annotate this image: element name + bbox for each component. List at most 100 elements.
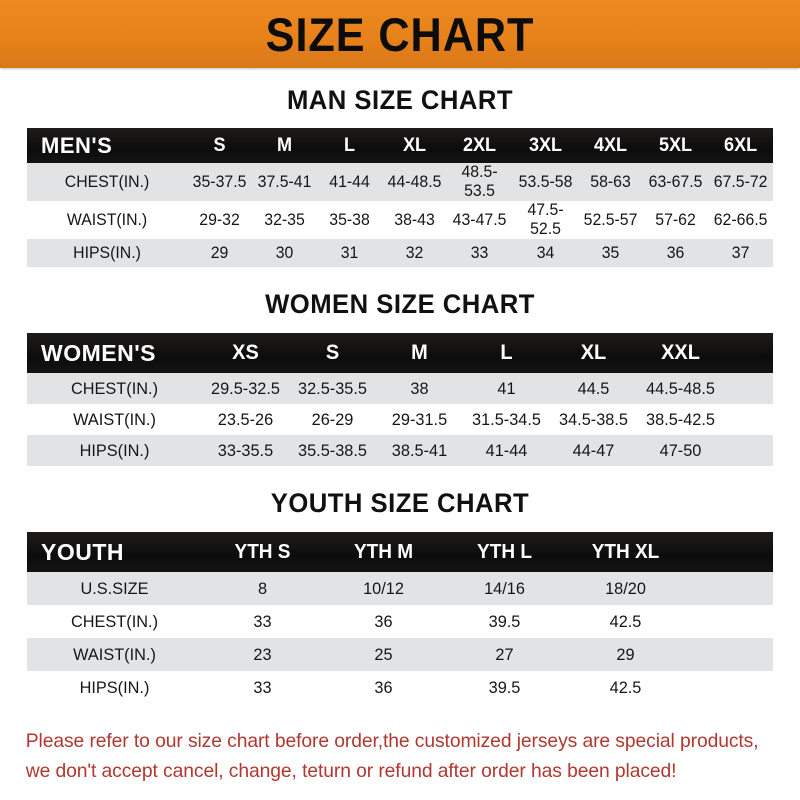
table-man-cell-2-8: 37 [731, 243, 750, 262]
table-women-cell-2-2: 38.5-41 [391, 440, 448, 460]
section-man: MAN SIZE CHART MEN'S S M L XL 2XL 3XL 4X… [0, 85, 800, 267]
table-man-cell-1-5: 47.5-52.5 [526, 201, 564, 238]
table-youth-header-row: YOUTH YTH S YTH M YTH L YTH XL [27, 532, 773, 572]
section-title-youth: YOUTH SIZE CHART [270, 488, 530, 518]
table-women-cell-0-4: 44.5 [577, 378, 610, 398]
table-youth-row-2-label: WAIST(IN.) [73, 644, 156, 664]
table-man-col-8: 6XL [723, 134, 757, 156]
table-women-cell-2-5: 47-50 [659, 440, 702, 460]
table-youth-cell-2-0: 23 [253, 644, 272, 664]
table-youth-cell-0-1: 10/12 [363, 578, 404, 598]
table-man-row-1-label: WAIST(IN.) [66, 210, 148, 229]
table-women-cell-2-0: 33-35.5 [217, 440, 274, 460]
table-row: CHEST(IN.) 33 36 39.5 42.5 [27, 605, 773, 638]
table-youth-cell-1-spacer [688, 605, 772, 638]
table-man-col-3: XL [403, 134, 427, 156]
table-man-col-0: S [213, 134, 226, 156]
table-women-cell-0-spacer [725, 373, 772, 404]
table-youth-col-1: YTH M [353, 540, 414, 563]
table-man-cell-1-8: 62-66.5 [713, 210, 768, 229]
table-youth-cell-0-2: 14/16 [484, 578, 525, 598]
table-man-cell-0-1: 37.5-41 [257, 172, 312, 191]
table-women-col-5: XXL [661, 341, 700, 364]
table-man-cell-1-0: 29-32 [199, 210, 240, 229]
table-man-row-0-label: CHEST(IN.) [64, 172, 150, 191]
table-row: WAIST(IN.) 29-32 32-35 35-38 38-43 43-47… [27, 201, 773, 239]
table-row: HIPS(IN.) 29 30 31 32 33 34 35 36 37 [27, 239, 773, 267]
table-row: WAIST(IN.) 23 25 27 29 [27, 638, 773, 671]
table-man-cell-2-2: 31 [340, 243, 359, 262]
section-title-man: MAN SIZE CHART [286, 85, 514, 115]
table-man-col-6: 4XL [593, 134, 627, 156]
table-youth-cell-2-1: 25 [374, 644, 393, 664]
page-banner: SIZE CHART [0, 0, 800, 68]
section-youth: YOUTH SIZE CHART YOUTH YTH S YTH M YTH L… [0, 488, 800, 704]
section-women: WOMEN SIZE CHART WOMEN'S XS S M L XL XXL [0, 289, 800, 466]
table-women-row-1-label: WAIST(IN.) [73, 409, 156, 429]
table-women-cell-2-spacer [725, 435, 772, 466]
table-man-col-1: M [277, 134, 293, 156]
table-youth-cell-2-2: 27 [495, 644, 514, 664]
table-women-cell-1-spacer [725, 404, 772, 435]
table-man-cell-2-1: 30 [275, 243, 294, 262]
table-women-cell-1-1: 26-29 [311, 409, 354, 429]
table-women-col-spacer [724, 333, 773, 373]
table-youth-cell-3-spacer [688, 671, 772, 704]
table-women-row-0-label: CHEST(IN.) [70, 378, 159, 398]
table-youth-cell-3-0: 33 [253, 677, 272, 697]
table-man-cell-2-6: 35 [601, 243, 619, 262]
table-man-col-4: 2XL [463, 134, 497, 156]
table-women-cell-2-1: 35.5-38.5 [298, 440, 367, 460]
table-women-header-row: WOMEN'S XS S M L XL XXL [27, 333, 773, 373]
table-man-cell-2-4: 33 [471, 243, 489, 262]
table-women: WOMEN'S XS S M L XL XXL CHEST(IN.) 29.5-… [27, 333, 773, 466]
table-women-cell-0-3: 41 [497, 378, 516, 398]
table-women-cell-1-0: 23.5-26 [217, 409, 274, 429]
table-youth-corner-label: YOUTH [41, 538, 124, 565]
table-man-cell-0-6: 58-63 [589, 172, 631, 191]
table-youth-col-spacer [686, 532, 773, 572]
table-man-cell-0-2: 41-44 [329, 172, 371, 191]
table-women-row-2-label: HIPS(IN.) [79, 440, 150, 460]
table-women-cell-0-0: 29.5-32.5 [211, 378, 280, 398]
table-women-cell-1-5: 38.5-42.5 [646, 409, 715, 429]
table-women-body: WOMEN'S XS S M L XL XXL CHEST(IN.) 29.5-… [27, 333, 773, 466]
table-man-cell-0-7: 63-67.5 [648, 172, 703, 191]
table-youth-cell-0-0: 8 [257, 578, 268, 598]
table-youth-cell-3-2: 39.5 [488, 677, 521, 697]
table-youth: YOUTH YTH S YTH M YTH L YTH XL U.S.SIZE … [27, 532, 773, 704]
table-man-cell-0-3: 44-48.5 [387, 172, 442, 191]
table-women-cell-0-2: 38 [410, 378, 429, 398]
table-row: U.S.SIZE 8 10/12 14/16 18/20 [27, 572, 773, 605]
table-youth-cell-0-3: 18/20 [605, 578, 646, 598]
table-row: CHEST(IN.) 35-37.5 37.5-41 41-44 44-48.5… [27, 163, 773, 201]
table-youth-cell-2-spacer [688, 638, 772, 671]
table-women-cell-1-4: 34.5-38.5 [559, 409, 628, 429]
table-women-cell-1-3: 31.5-34.5 [472, 409, 541, 429]
table-man-cell-0-8: 67.5-72 [713, 172, 768, 191]
table-women-cell-0-1: 32.5-35.5 [298, 378, 367, 398]
table-women-col-3: L [500, 341, 513, 364]
table-youth-col-0: YTH S [234, 540, 291, 563]
table-man: MEN'S S M L XL 2XL 3XL 4XL 5XL 6XL CHEST… [27, 128, 773, 267]
table-man-cell-1-1: 32-35 [264, 210, 305, 229]
table-man-cell-2-5: 34 [536, 243, 554, 262]
table-youth-cell-0-spacer [688, 572, 772, 605]
table-man-cell-1-6: 52.5-57 [583, 210, 638, 229]
table-man-cell-2-3: 32 [406, 243, 424, 262]
table-row: HIPS(IN.) 33-35.5 35.5-38.5 38.5-41 41-4… [27, 435, 773, 466]
table-man-cell-1-7: 57-62 [654, 210, 696, 229]
section-title-women: WOMEN SIZE CHART [265, 289, 535, 319]
table-man-cell-0-4: 48.5-53.5 [461, 163, 498, 200]
table-man-cell-1-4: 43-47.5 [453, 210, 507, 229]
table-man-cell-2-7: 36 [666, 243, 685, 262]
size-chart-body: MAN SIZE CHART MEN'S S M L XL 2XL 3XL 4X… [0, 85, 800, 786]
table-man-col-7: 5XL [658, 134, 692, 156]
table-youth-cell-1-2: 39.5 [488, 611, 521, 631]
table-row: WAIST(IN.) 23.5-26 26-29 29-31.5 31.5-34… [27, 404, 773, 435]
table-man-cell-1-3: 38-43 [394, 210, 436, 229]
table-women-col-4: XL [580, 341, 607, 364]
table-man-col-2: L [344, 134, 356, 156]
table-youth-cell-1-1: 36 [374, 611, 393, 631]
table-women-col-2: M [411, 341, 428, 364]
